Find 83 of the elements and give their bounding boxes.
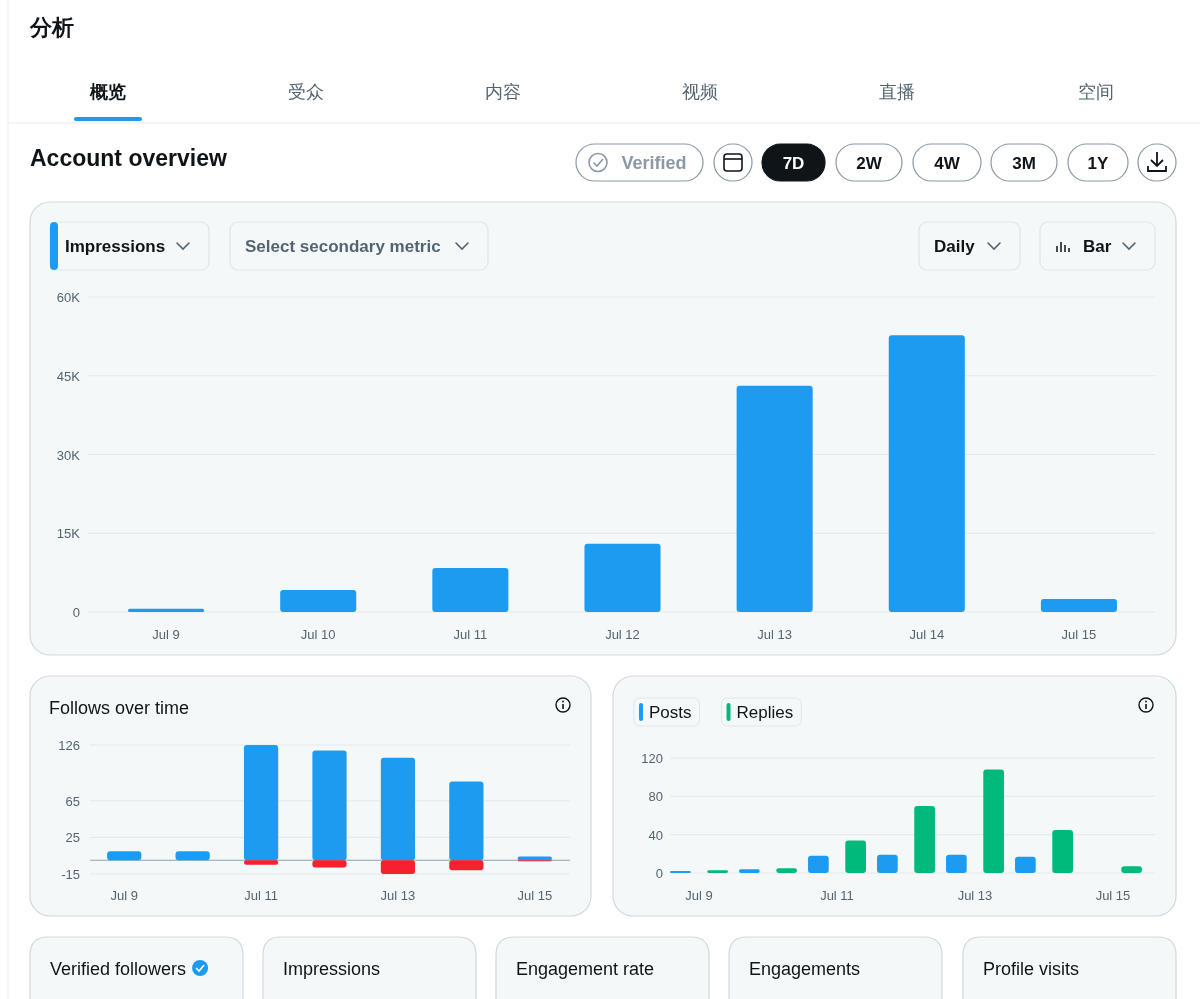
- text: 概览: [89, 82, 126, 102]
- text: Account overview: [30, 145, 227, 171]
- x-tick-label: Jul 9: [110, 888, 138, 903]
- x-tick-label: Jul 9: [685, 888, 713, 903]
- x-tick-label: Jul 15: [517, 888, 553, 903]
- x-tick-label: Jul 13: [957, 888, 993, 903]
- text: Verified: [621, 153, 687, 173]
- legend-label: Posts: [649, 703, 692, 722]
- text: Bar: [1083, 237, 1112, 256]
- bar: [877, 854, 898, 873]
- y-tick-label: 40: [648, 827, 663, 843]
- y-tick-label: 126: [58, 738, 80, 753]
- text: 4W: [934, 154, 961, 173]
- chart-title: Follows over time: [49, 698, 190, 718]
- text: 空间: [1078, 82, 1114, 102]
- x-tick-label: Jul 9: [152, 627, 180, 642]
- bar: [107, 851, 142, 861]
- text: 3M: [1012, 154, 1036, 173]
- bar: [1121, 866, 1142, 873]
- bar: [280, 589, 357, 612]
- bar: [739, 869, 760, 873]
- x-tick-label: Jul 13: [757, 627, 792, 642]
- text: 分析: [29, 15, 74, 40]
- y-tick-label: 80: [648, 789, 663, 805]
- bar: [380, 757, 416, 861]
- text: 受众: [288, 82, 324, 102]
- text: 7D: [782, 154, 805, 173]
- bar: [946, 854, 967, 873]
- text: 2W: [856, 154, 883, 173]
- bar: [312, 750, 347, 861]
- text: Engagement rate: [516, 959, 655, 979]
- bar: [776, 868, 797, 873]
- x-tick-label: Jul 15: [1095, 888, 1131, 903]
- bar: [175, 851, 210, 861]
- x-tick-label: Jul 13: [380, 888, 416, 903]
- text: Verified followers: [50, 959, 187, 979]
- x-tick-label: Jul 11: [820, 888, 854, 903]
- text: 视频: [682, 82, 718, 102]
- y-tick-label: 0: [72, 605, 80, 620]
- text: Engagements: [749, 959, 861, 979]
- text: 内容: [485, 82, 521, 102]
- x-tick-label: Jul 14: [909, 627, 945, 642]
- bar: [449, 860, 484, 871]
- text: Select secondary metric: [245, 237, 441, 256]
- bar: [243, 745, 279, 861]
- x-tick-label: Jul 10: [300, 627, 336, 642]
- bar: [707, 870, 728, 873]
- y-tick-label: 120: [641, 751, 663, 766]
- y-tick-label: 65: [65, 793, 80, 809]
- text: Impressions: [283, 959, 381, 979]
- x-tick-label: Jul 11: [244, 888, 278, 903]
- y-tick-label: 45K: [56, 368, 81, 384]
- bar: [380, 860, 416, 874]
- bar: [449, 781, 484, 861]
- x-tick-label: Jul 12: [605, 627, 640, 642]
- y-tick-label: 30K: [56, 447, 81, 463]
- bar: [914, 805, 935, 873]
- bar: [1015, 856, 1036, 873]
- bar: [845, 840, 866, 873]
- bar: [1052, 829, 1073, 873]
- text: Profile visits: [983, 959, 1080, 979]
- text: 1Y: [1087, 154, 1110, 173]
- bar: [128, 608, 205, 612]
- x-tick-label: Jul 15: [1061, 627, 1097, 642]
- x-tick-label: Jul 11: [453, 627, 488, 642]
- y-tick-label: -15: [61, 867, 80, 882]
- y-tick-label: 25: [65, 830, 80, 846]
- bar: [1040, 598, 1117, 612]
- bar: [432, 567, 509, 612]
- bar: [983, 769, 1004, 873]
- text: Daily: [934, 237, 976, 256]
- text: 直播: [879, 82, 915, 102]
- bar: [736, 385, 813, 612]
- y-tick-label: 60K: [56, 290, 81, 305]
- legend-label: Replies: [736, 703, 794, 722]
- y-tick-label: 15K: [56, 526, 81, 542]
- y-tick-label: 0: [655, 866, 663, 881]
- text: Impressions: [65, 237, 166, 256]
- bar: [312, 860, 347, 868]
- bar: [888, 335, 965, 612]
- bar: [584, 543, 661, 612]
- bar: [808, 855, 829, 873]
- bar: [243, 860, 279, 865]
